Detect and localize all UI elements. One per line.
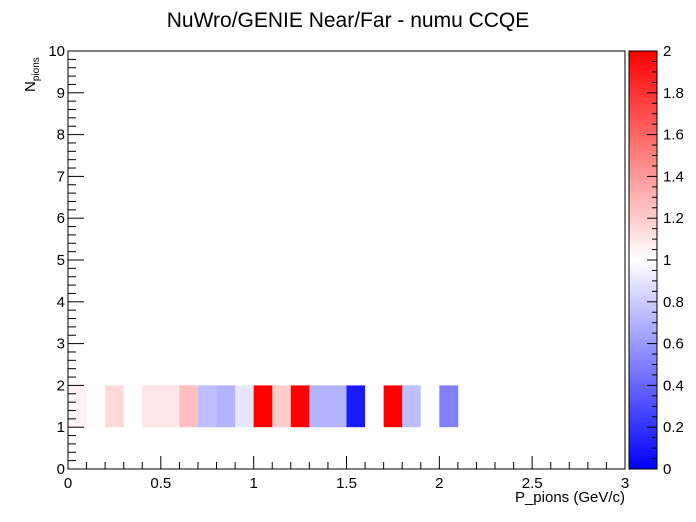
x-tick-label: 2 <box>435 475 443 492</box>
y-tick-label: 7 <box>57 168 65 185</box>
color-scale-tick-label: 0 <box>663 461 671 478</box>
heatmap-cell <box>216 385 236 428</box>
color-scale-axis: 0 0.2 0.4 0.6 0.8 1 1.2 1.4 1.6 1.8 2 <box>647 43 684 478</box>
color-scale-tick-label: 0.6 <box>663 336 684 353</box>
heatmap-cell <box>179 385 199 428</box>
heatmap-cell <box>272 385 292 428</box>
color-scale-tick-label: 1 <box>663 252 671 269</box>
heatmap-cell <box>383 385 403 428</box>
x-tick-label: 0 <box>64 475 72 492</box>
color-scale-tick-label: 0.2 <box>663 419 684 436</box>
x-tick-label: 1 <box>249 475 257 492</box>
heatmap-cell <box>86 385 106 428</box>
heatmap-cell <box>68 385 87 428</box>
x-axis-title: P_pions (GeV/c) <box>515 489 625 506</box>
y-axis-title-main: N <box>22 81 39 92</box>
color-scale-tick-label: 1.8 <box>663 85 684 102</box>
y-tick-label: 1 <box>57 419 65 436</box>
heatmap-cell <box>402 385 422 428</box>
x-tick-label: 3 <box>621 475 629 492</box>
heatmap-cell <box>160 385 180 428</box>
y-tick-label: 3 <box>57 336 65 353</box>
heatmap-cell <box>123 385 143 428</box>
x-tick-label: 2.5 <box>522 475 543 492</box>
heatmap-cell <box>327 385 347 428</box>
heatmap-cell <box>439 385 459 428</box>
color-scale-tick-label: 0.8 <box>663 294 684 311</box>
heatmap-cell <box>197 385 217 428</box>
y-tick-label: 4 <box>57 294 65 311</box>
heatmap-cell <box>346 385 366 428</box>
y-tick-label: 2 <box>57 377 65 394</box>
color-scale-tick-label: 1.2 <box>663 210 684 227</box>
y-tick-label: 9 <box>57 85 65 102</box>
heatmap-cell <box>68 427 87 469</box>
color-scale-tick-label: 1.4 <box>663 168 684 185</box>
heatmap-cell <box>105 385 124 428</box>
y-tick-label: 8 <box>57 127 65 144</box>
color-scale-tick-label: 0.4 <box>663 377 684 394</box>
y-axis-title: Npions <box>22 57 42 92</box>
heatmap-cell <box>365 385 384 428</box>
heatmap-cells <box>68 385 459 469</box>
x-tick-label: 0.5 <box>150 475 171 492</box>
color-scale-tick-label: 2 <box>663 43 671 60</box>
heatmap-cell <box>253 385 273 428</box>
chart-title: NuWro/GENIE Near/Far - numu CCQE <box>167 9 530 32</box>
heatmap-cell <box>142 385 162 428</box>
y-tick-label: 5 <box>57 252 65 269</box>
y-tick-label: 10 <box>48 43 65 60</box>
x-axis: 0 0.5 1 1.5 2 2.5 3 <box>64 456 629 492</box>
y-axis: 0 1 2 3 4 5 6 7 8 9 10 <box>48 43 84 478</box>
x-tick-label: 1.5 <box>336 475 357 492</box>
heatmap-cell <box>309 385 329 428</box>
y-tick-label: 6 <box>57 210 65 227</box>
y-tick-label: 0 <box>57 461 65 478</box>
color-scale-tick-label: 1.6 <box>663 127 684 144</box>
heatmap-cell <box>235 385 254 428</box>
heatmap-cell <box>420 385 440 428</box>
heatmap-cell <box>290 385 310 428</box>
y-axis-title-subscript: pions <box>31 57 42 81</box>
svg-text:Npions: Npions <box>22 57 42 92</box>
